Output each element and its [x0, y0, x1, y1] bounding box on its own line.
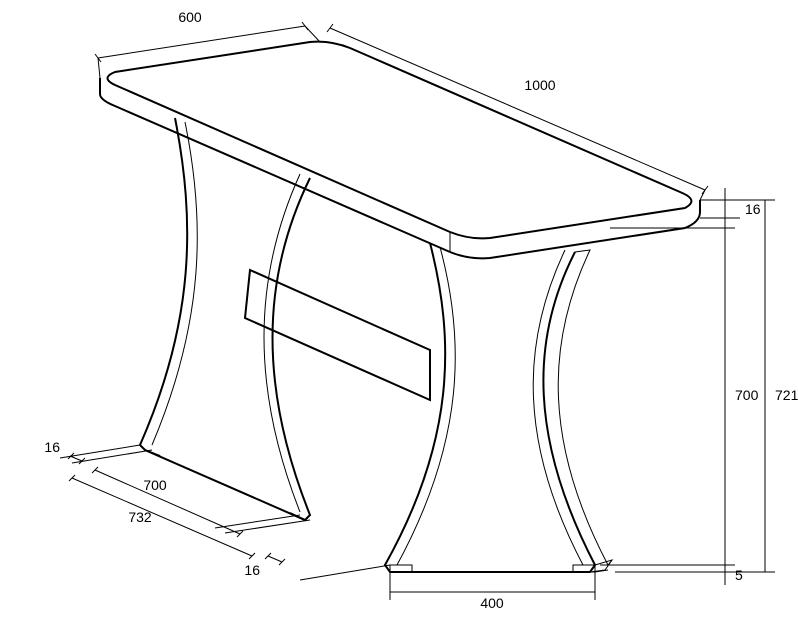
dim-top-thickness: 16 — [700, 188, 761, 230]
svg-text:16: 16 — [44, 439, 60, 455]
tabletop-front-edge — [100, 78, 700, 258]
left-leg-outline — [140, 118, 310, 520]
svg-text:16: 16 — [745, 201, 761, 217]
dim-leg-height: 700 — [600, 228, 759, 565]
svg-text:721: 721 — [775, 387, 798, 403]
svg-text:700: 700 — [143, 477, 167, 493]
svg-text:5: 5 — [735, 567, 743, 583]
right-leg-inner — [397, 247, 583, 565]
table-technical-drawing: 600 1000 16 700 721 — [0, 0, 798, 626]
left-leg-inner — [152, 122, 300, 512]
dim-top-depth: 600 — [95, 9, 320, 78]
dim-foot-width: 400 — [390, 572, 595, 611]
dim-top-length: 1000 — [327, 24, 708, 200]
svg-text:400: 400 — [480, 595, 504, 611]
dim-total-height: 721 — [615, 200, 798, 572]
svg-text:700: 700 — [735, 387, 759, 403]
dim-side-stack: 16 700 732 16 — [44, 439, 390, 580]
svg-text:1000: 1000 — [524, 77, 555, 93]
dim-foot-height: 5 — [721, 555, 743, 585]
svg-text:732: 732 — [128, 509, 152, 525]
right-leg-side-face — [558, 250, 612, 565]
svg-text:600: 600 — [178, 9, 202, 25]
svg-text:16: 16 — [244, 562, 260, 578]
